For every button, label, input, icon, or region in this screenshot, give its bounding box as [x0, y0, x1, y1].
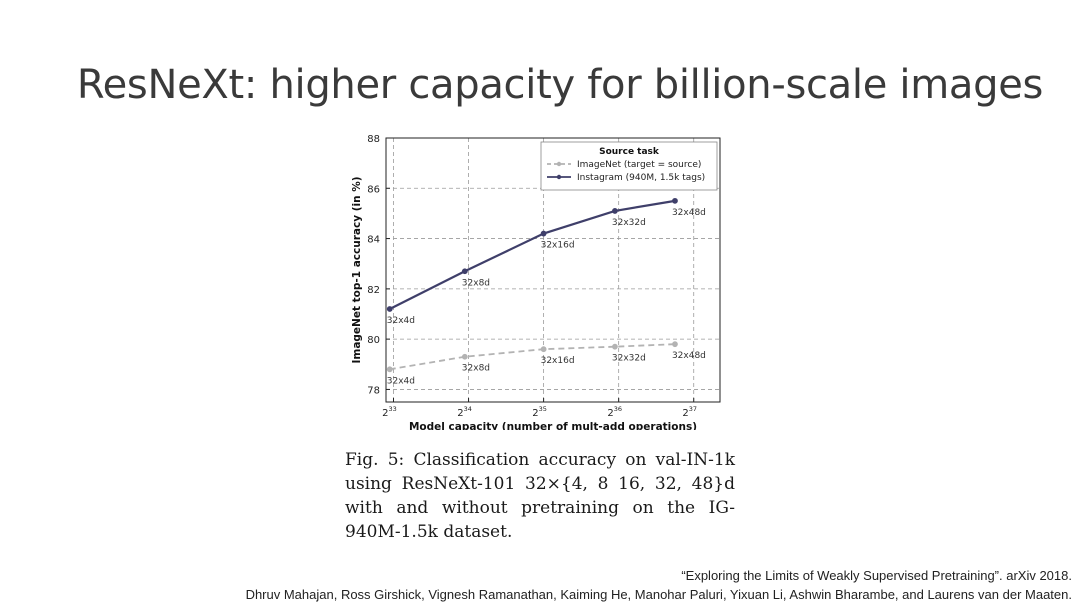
figure-caption: Fig. 5: Classification accuracy on val-I… [345, 448, 735, 544]
data-label: 32x32d [612, 354, 646, 364]
y-tick-label: 86 [367, 184, 380, 195]
data-point [461, 268, 468, 275]
citation-title: “Exploring the Limits of Weakly Supervis… [681, 568, 1072, 583]
x-tick-label: 234 [457, 405, 472, 419]
data-point [540, 346, 547, 353]
y-axis-label: ImageNet top-1 accuracy (in %) [351, 176, 363, 363]
y-tick-label: 78 [367, 385, 380, 396]
data-label: 32x8d [462, 278, 490, 288]
data-label: 32x8d [462, 364, 490, 374]
x-tick-label: 235 [532, 405, 547, 419]
data-point [461, 353, 468, 360]
x-tick-label: 237 [682, 405, 697, 419]
caption-line: 940M-1.5k dataset. [345, 522, 513, 542]
data-label: 32x4d [387, 316, 415, 326]
y-tick-label: 80 [367, 335, 380, 346]
data-label: 32x16d [541, 241, 575, 251]
x-tick-label: 233 [382, 405, 397, 419]
legend-entry: ImageNet (target = source) [577, 160, 701, 170]
data-point [612, 343, 618, 350]
x-tick-label: 236 [607, 405, 622, 419]
caption-line: using ResNeXt-101 32×{4, 8 16, 32, 48}d [345, 474, 735, 494]
x-axis-label: Model capacity (number of mult-add opera… [409, 421, 697, 430]
data-label: 32x48d [672, 351, 706, 361]
accuracy-vs-capacity-chart: 78 80 82 84 86 88 233 234 235 236 237 Model capacit… [351, 134, 721, 430]
plot-frame [385, 137, 721, 403]
data-point [612, 208, 618, 214]
legend-entry: Instagram (940M, 1.5k tags) [577, 173, 705, 183]
data-point [386, 306, 393, 312]
legend-marker [556, 161, 562, 167]
citation-authors: Dhruv Mahajan, Ross Girshick, Vignesh Ra… [245, 587, 1072, 602]
caption-line: Fig. 5: Classification accuracy on val-I… [345, 450, 735, 470]
slide-title: ResNeXt: higher capacity for billion-sca… [76, 62, 1044, 108]
y-tick-label: 84 [367, 235, 380, 246]
data-label: 32x16d [541, 356, 575, 366]
data-point [386, 366, 393, 373]
y-tick-label: 88 [367, 134, 380, 145]
data-point [672, 341, 678, 348]
data-point [672, 197, 678, 204]
data-point [540, 230, 547, 237]
data-label: 32x32d [612, 218, 646, 228]
legend-box [540, 141, 718, 191]
caption-line: with and without pretraining on the IG- [345, 498, 735, 518]
data-label: 32x48d [672, 208, 706, 218]
legend-title: Source task [599, 147, 660, 157]
legend-marker [556, 174, 562, 180]
y-tick-label: 82 [367, 285, 380, 296]
data-label: 32x4d [387, 376, 415, 386]
